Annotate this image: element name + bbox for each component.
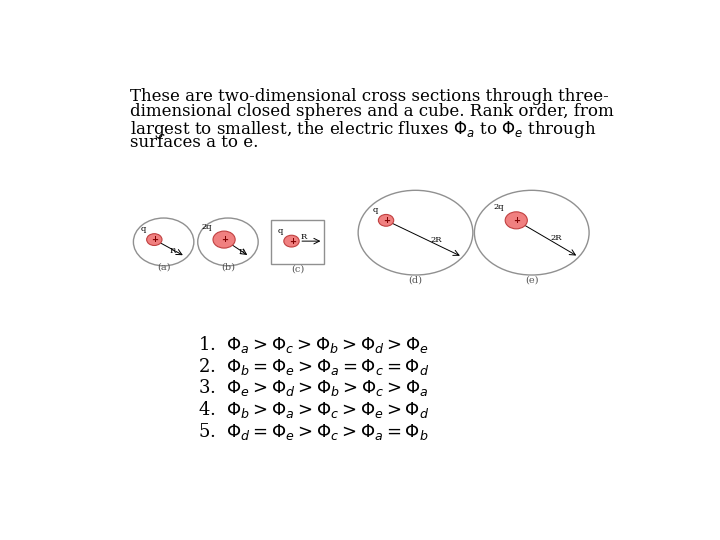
Text: +: +	[289, 237, 296, 246]
Text: R: R	[170, 247, 176, 255]
Text: (d): (d)	[408, 276, 423, 285]
Ellipse shape	[284, 235, 300, 247]
Text: 2R: 2R	[431, 236, 442, 244]
Text: R: R	[301, 233, 307, 241]
Text: q: q	[372, 206, 377, 214]
Text: 1.  $\Phi_a > \Phi_c > \Phi_b > \Phi_d > \Phi_e$: 1. $\Phi_a > \Phi_c > \Phi_b > \Phi_d > …	[199, 334, 429, 355]
Ellipse shape	[213, 231, 235, 248]
Text: 2.  $\Phi_b = \Phi_e > \Phi_a = \Phi_c = \Phi_d$: 2. $\Phi_b = \Phi_e > \Phi_a = \Phi_c = …	[199, 356, 430, 377]
Ellipse shape	[505, 212, 527, 229]
Text: largest to smallest, the electric fluxes $\Phi_a$ to $\Phi_e$ through: largest to smallest, the electric fluxes…	[130, 119, 597, 140]
Text: 4.  $\Phi_b > \Phi_a > \Phi_c > \Phi_e > \Phi_d$: 4. $\Phi_b > \Phi_a > \Phi_c > \Phi_e > …	[199, 399, 430, 420]
Bar	[271, 220, 324, 264]
Text: surfaces a to e.: surfaces a to e.	[130, 134, 258, 151]
Text: 2q: 2q	[202, 222, 212, 231]
Text: q: q	[140, 225, 146, 233]
Text: (b): (b)	[221, 262, 235, 272]
Text: dimensional closed spheres and a cube. Rank order, from: dimensional closed spheres and a cube. R…	[130, 103, 614, 120]
Ellipse shape	[147, 234, 162, 246]
Text: (a): (a)	[157, 262, 171, 272]
Ellipse shape	[379, 214, 394, 226]
Text: 5.  $\Phi_d = \Phi_e > \Phi_c > \Phi_a = \Phi_b$: 5. $\Phi_d = \Phi_e > \Phi_c > \Phi_a = …	[199, 421, 429, 442]
Text: 3.  $\Phi_e > \Phi_d > \Phi_b > \Phi_c > \Phi_a$: 3. $\Phi_e > \Phi_d > \Phi_b > \Phi_c > …	[199, 377, 429, 399]
Text: +: +	[513, 216, 521, 225]
Text: +: +	[152, 235, 158, 244]
Text: +: +	[383, 216, 390, 225]
Text: (c): (c)	[291, 265, 305, 274]
Text: R: R	[239, 248, 245, 256]
Text: +: +	[221, 235, 228, 244]
Text: q: q	[278, 227, 283, 235]
Text: 2q: 2q	[494, 204, 505, 211]
Text: 2R: 2R	[551, 234, 562, 242]
Text: These are two-dimensional cross sections through three-: These are two-dimensional cross sections…	[130, 88, 609, 105]
Text: (e): (e)	[525, 276, 539, 285]
